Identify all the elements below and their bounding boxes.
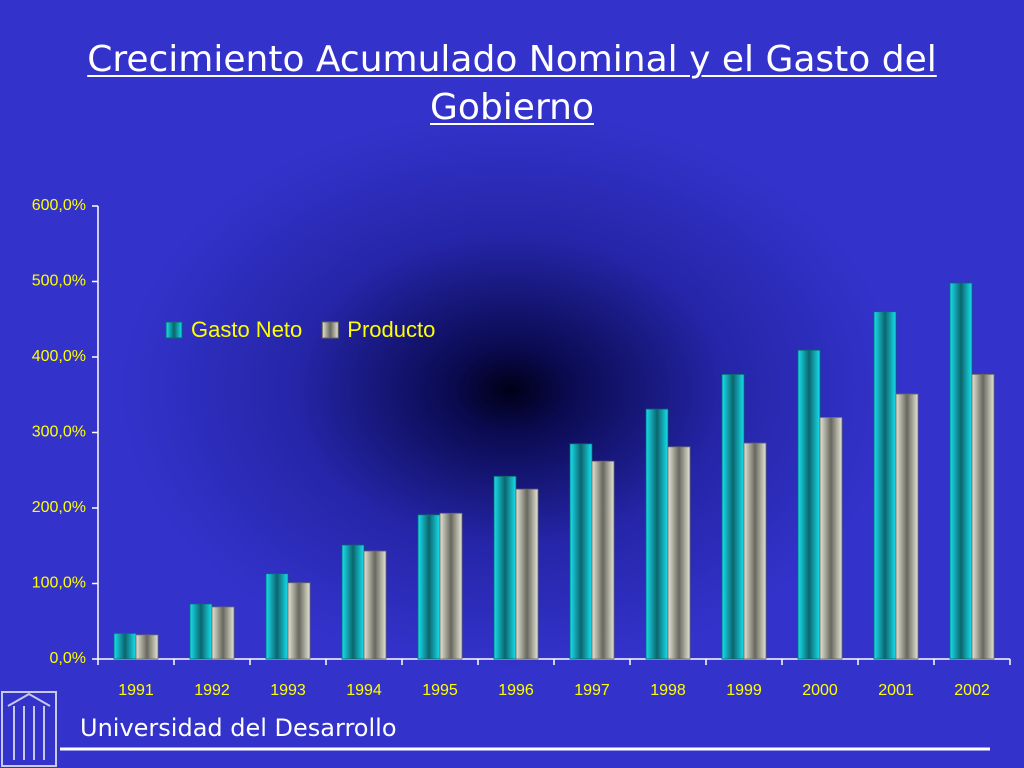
bar: [265, 573, 289, 660]
y-tick-label: 400,0%: [32, 348, 86, 365]
bar: [721, 373, 745, 660]
y-tick-label: 200,0%: [32, 499, 86, 516]
bar: [189, 603, 213, 660]
y-tick-label: 600,0%: [32, 197, 86, 214]
bar: [569, 443, 593, 660]
x-tick-label: 1992: [194, 682, 230, 699]
bar: [895, 393, 919, 660]
y-tick-label: 0,0%: [50, 650, 86, 667]
legend-swatch: [165, 321, 183, 339]
bar: [667, 446, 691, 660]
logo: [1, 691, 57, 767]
x-tick-label: 2001: [878, 682, 914, 699]
bar: [645, 408, 669, 660]
bar: [873, 311, 897, 660]
bar: [439, 512, 463, 660]
x-tick-label: 2002: [954, 682, 990, 699]
footer: Universidad del Desarrollo: [80, 714, 397, 742]
x-tick-label: 1996: [498, 682, 534, 699]
x-tick-label: 1998: [650, 682, 686, 699]
legend-label: Producto: [347, 317, 435, 342]
x-tick-label: 1999: [726, 682, 762, 699]
bar: [515, 488, 539, 660]
x-tick-label: 1994: [346, 682, 382, 699]
bar: [417, 514, 441, 660]
x-tick-label: 1995: [422, 682, 458, 699]
bar: [211, 606, 235, 660]
bar: [971, 373, 995, 660]
bar: [341, 544, 365, 660]
bar: [135, 634, 159, 660]
bar: [591, 460, 615, 660]
bar: [743, 442, 767, 660]
y-tick-label: 300,0%: [32, 424, 86, 441]
y-tick-label: 500,0%: [32, 273, 86, 290]
bar: [287, 582, 311, 660]
bar: [363, 550, 387, 660]
legend-swatch: [321, 321, 339, 339]
x-tick-label: 1991: [118, 682, 154, 699]
chart-title: Crecimiento Acumulado Nominal y el Gasto…: [87, 39, 937, 128]
bar: [819, 416, 843, 660]
bar: [949, 282, 973, 660]
x-tick-label: 1993: [270, 682, 306, 699]
legend-label: Gasto Neto: [191, 317, 302, 342]
bar: [493, 475, 517, 660]
bar: [797, 349, 821, 660]
x-tick-label: 1997: [574, 682, 610, 699]
bar: [113, 632, 137, 660]
y-tick-label: 100,0%: [32, 575, 86, 592]
x-tick-label: 2000: [802, 682, 838, 699]
